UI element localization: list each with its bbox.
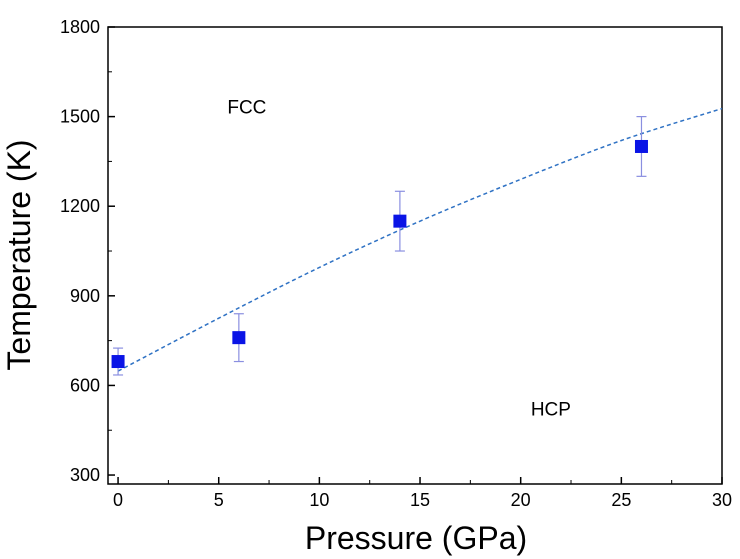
region-label-fcc: FCC	[227, 98, 266, 119]
data-point-square	[232, 331, 246, 345]
y-tick-label: 300	[70, 465, 100, 485]
y-axis-ticks: 300 600 900 1200 1500 1800	[60, 17, 115, 485]
fit-line	[117, 107, 723, 372]
y-tick-label: 1800	[60, 17, 100, 37]
x-tick-label: 25	[611, 490, 631, 510]
y-axis-title: Temperature (K)	[1, 139, 37, 370]
x-tick-label: 30	[712, 490, 732, 510]
y-tick-label: 1200	[60, 196, 100, 216]
x-tick-label: 10	[309, 490, 329, 510]
data-point-square	[111, 355, 125, 369]
x-tick-label: 20	[511, 490, 531, 510]
y-tick-label: 900	[70, 286, 100, 306]
region-label-hcp: HCP	[531, 399, 571, 420]
y-tick-label: 600	[70, 375, 100, 395]
x-tick-label: 5	[214, 490, 224, 510]
data-point-square	[634, 139, 648, 153]
data-point-square	[393, 214, 407, 228]
x-tick-label: 0	[113, 490, 123, 510]
x-axis-ticks: 0 5 10 15 20 25 30	[113, 477, 732, 510]
data-points	[111, 116, 648, 376]
y-tick-label: 1500	[60, 107, 100, 127]
plot-frame	[107, 26, 723, 485]
x-axis-title: Pressure (GPa)	[305, 520, 527, 556]
region-labels: FCC HCP	[227, 98, 571, 421]
x-tick-label: 15	[410, 490, 430, 510]
